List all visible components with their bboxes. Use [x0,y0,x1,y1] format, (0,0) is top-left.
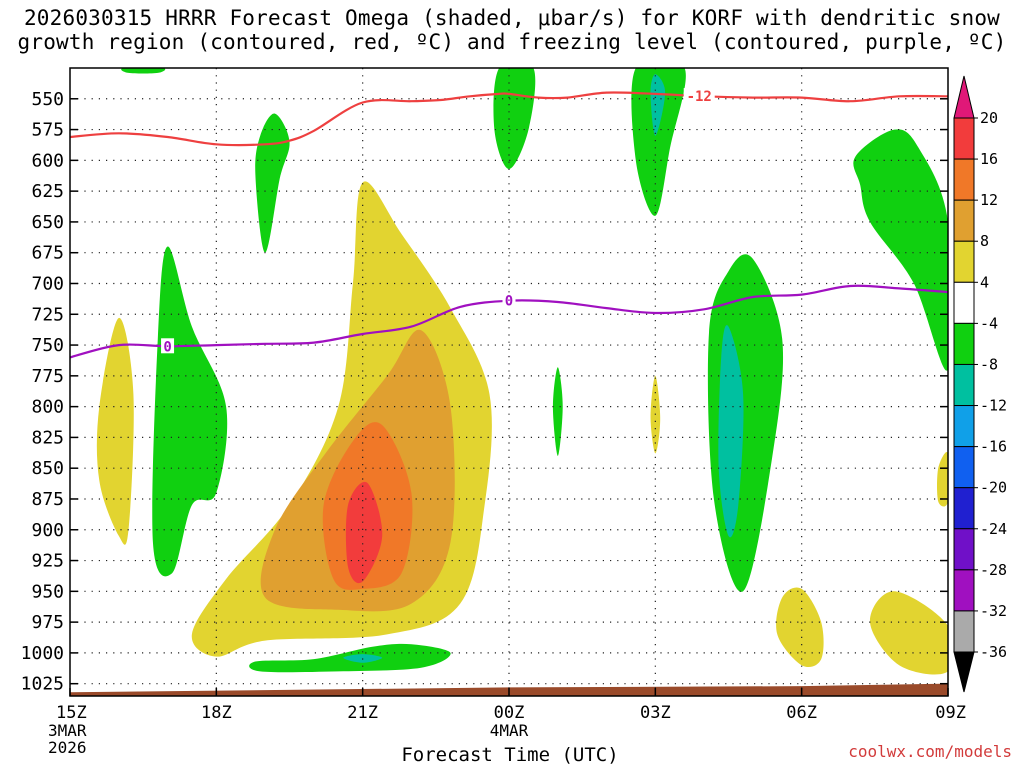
colorbar-band-6 [953,363,975,407]
y-tick-label-575: 575 [31,120,64,141]
y-tick-label-900: 900 [31,520,64,541]
omega-region-15 [552,367,563,456]
x-tick-sublabel-15Z-0: 3MAR [48,721,87,740]
colorbar-label-3: 8 [980,232,989,250]
y-tick-label-1000: 1000 [21,643,64,664]
x-tick-label-15Z: 15Z [56,703,87,723]
y-tick-label-800: 800 [31,397,64,418]
x-tick-sublabel-15Z-1: 2026 [48,738,87,757]
contour-label-bg-1-1 [502,292,516,308]
x-axis-label: Forecast Time (UTC) [401,744,619,766]
colorbar-band-0 [953,117,975,160]
x-tick-label-18Z: 18Z [201,703,232,723]
colorbar-label-0: 20 [980,109,998,127]
colorbar-label-10: -24 [980,520,1007,538]
x-tick-label-00Z: 00Z [494,703,525,723]
colorbar-label-7: -12 [980,397,1007,415]
omega-region-3 [345,481,383,584]
omega-region-19 [718,325,744,538]
omega-region-11 [493,68,536,169]
omega-region-9 [152,246,228,577]
credit-link[interactable]: coolwx.com/models [848,742,1012,761]
colorbar: 20 16 12 8 4 -4 -8 -12 -16 -20 -24 -28 -32 -36 [953,75,1007,693]
y-tick-label-550: 550 [31,89,64,110]
contour-label-bg-0-0 [683,88,715,104]
colorbar-band-10 [953,528,975,571]
contour-label-1-1: 0 [505,294,513,310]
y-tick-label-675: 675 [31,243,64,264]
omega-region-5 [776,587,824,668]
colorbar-top-arrow [953,75,975,119]
y-tick-label-750: 750 [31,335,64,356]
colorbar-band-11 [953,569,975,612]
y-tick-label-825: 825 [31,427,64,448]
colorbar-band-1 [953,158,975,201]
y-tick-label-875: 875 [31,489,64,510]
contour-line-0 [70,91,948,147]
omega-region-13 [853,129,948,371]
y-tick-label-700: 700 [31,273,64,294]
contour-label-bg-1-0 [161,338,175,354]
colorbar-band-2 [953,199,975,242]
y-tick-label-650: 650 [31,212,64,233]
omega-region-18 [650,74,666,136]
y-tick-label-625: 625 [31,181,64,202]
colorbar-label-1: 16 [980,150,998,168]
colorbar-label-13: -36 [980,643,1007,661]
y-tick-label-850: 850 [31,458,64,479]
y-tick-label-775: 775 [31,366,64,387]
colorbar-band-5 [953,322,975,365]
y-tick-label-600: 600 [31,150,64,171]
chart-title: 2026030315 HRRR Forecast Omega (shaded, … [0,6,1024,54]
omega-region-7 [937,452,948,507]
colorbar-label-11: -28 [980,561,1007,579]
title-line-2: growth region (contoured, red, ºC) and f… [17,30,1007,54]
y-axis-ticks: 550 575 600 625 650 675 700 725 750 775 800 825 850 8… [21,89,948,695]
contour-label-0-0: -12 [687,89,712,105]
omega-shaded-regions [96,68,948,675]
colorbar-label-5: -4 [980,314,998,332]
y-tick-label-950: 950 [31,581,64,602]
x-tick-label-03Z: 03Z [640,703,671,723]
y-tick-label-725: 725 [31,304,64,325]
colorbar-label-4: 4 [980,273,989,291]
y-tick-label-1025: 1025 [21,674,64,695]
colorbar-label-6: -8 [980,355,998,373]
colorbar-band-8 [953,446,975,489]
omega-region-6 [869,591,948,675]
x-tick-label-06Z: 06Z [786,703,817,723]
colorbar-label-2: 12 [980,191,998,209]
omega-region-4 [96,317,134,545]
colorbar-label-12: -32 [980,602,1007,620]
contour-lines: -12 0 0 [70,88,948,359]
colorbar-band-3 [953,240,975,283]
contour-label-1-0: 0 [163,339,171,355]
colorbar-band-12 [953,610,975,653]
omega-region-10 [255,113,290,253]
x-tick-label-21Z: 21Z [347,703,378,723]
colorbar-label-9: -20 [980,479,1007,497]
colorbar-band-7 [953,405,975,448]
omega-region-12 [631,68,686,216]
colorbar-bottom-arrow [953,651,975,693]
colorbar-band-9 [953,487,975,530]
title-line-1: 2026030315 HRRR Forecast Omega (shaded, … [23,6,1001,30]
y-tick-label-975: 975 [31,612,64,633]
colorbar-band-4 [953,281,975,324]
omega-region-17 [121,68,166,74]
x-tick-sublabel-00Z-0: 4MAR [490,721,529,740]
x-tick-label-09Z: 09Z [935,703,966,723]
y-tick-label-925: 925 [31,551,64,572]
colorbar-label-8: -16 [980,438,1007,456]
